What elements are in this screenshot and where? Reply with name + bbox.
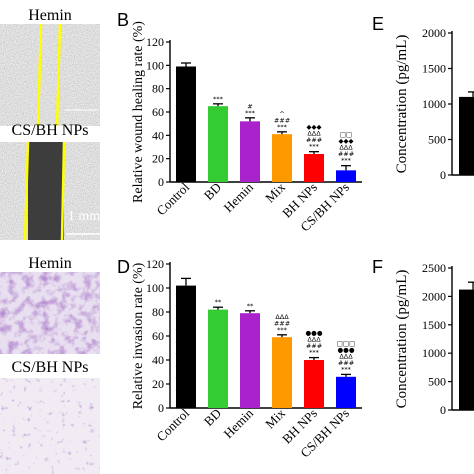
significance-mark: *** [309, 143, 320, 151]
bar [176, 66, 196, 182]
panel-letter-e: E [372, 14, 384, 34]
x-tick-label: BD [201, 406, 224, 429]
significance-mark: □□□ [337, 339, 355, 347]
y-tick-label: 80 [152, 305, 164, 319]
y-tick-label: 1500 [422, 318, 446, 332]
significance-mark: ** [247, 302, 254, 310]
wound-image-cs-bh-nps: 1 mm [0, 141, 100, 241]
significance-mark: ### [338, 359, 354, 367]
y-tick-label: 100 [146, 58, 164, 72]
bar [272, 134, 292, 182]
bar [240, 121, 260, 182]
panel-letter-f: F [372, 257, 383, 277]
y-tick-label: 20 [152, 377, 164, 391]
invasion-image-hemin [0, 272, 100, 354]
bar [459, 96, 474, 175]
bar [240, 313, 260, 408]
significance-mark: *** [309, 349, 320, 357]
y-tick-label: 60 [152, 105, 164, 119]
invasion-image-cs-bh-nps [0, 378, 100, 474]
wound-image-hemin [0, 23, 100, 127]
y-tick-label: 60 [152, 329, 164, 343]
significance-mark: ●●● [337, 346, 354, 354]
y-axis-label: Relative invasion rate (%) [131, 262, 146, 409]
y-tick-label: 40 [152, 128, 164, 142]
significance-mark: ### [306, 136, 322, 144]
significance-mark: ### [274, 319, 290, 327]
y-axis-label: Concentration (pg/mL) [394, 35, 410, 174]
significance-mark: *** [213, 95, 224, 103]
significance-mark: ** [215, 298, 222, 306]
panel-c-bottom-label: CS/BH NPs [12, 359, 89, 376]
y-tick-label: 500 [428, 375, 446, 389]
bar [459, 289, 474, 410]
y-tick-label: 2500 [422, 261, 446, 275]
significance-mark: ### [274, 116, 290, 124]
x-tick-label: Mix [262, 405, 288, 431]
bar [336, 170, 356, 182]
y-tick-label: 40 [152, 353, 164, 367]
y-tick-label: 1500 [422, 62, 446, 76]
panel-a-bottom-label: CS/BH NPs [12, 122, 89, 139]
bar [336, 376, 356, 408]
x-tick-label: Mix [262, 179, 288, 205]
panel-a-top-label: Hemin [28, 7, 72, 24]
significance-mark: *** [341, 157, 352, 165]
y-tick-label: 0 [440, 403, 446, 417]
y-tick-label: 2000 [422, 289, 446, 303]
significance-mark: # [247, 102, 252, 110]
bar [208, 106, 228, 182]
y-tick-label: 500 [428, 133, 446, 147]
panel-letter-d: D [117, 257, 130, 277]
panel-c: Hemin CS/BH NPs [0, 255, 100, 474]
significance-mark: ### [306, 342, 322, 350]
significance-mark: ◆◆◆ [339, 137, 354, 145]
y-tick-label: 2000 [422, 26, 446, 40]
significance-mark: ●●● [305, 329, 322, 337]
significance-mark: *** [341, 365, 352, 373]
significance-mark: ΔΔΔ [307, 336, 321, 344]
significance-mark: *** [245, 109, 256, 117]
significance-mark: ^ [279, 110, 284, 118]
significance-mark: ΔΔΔ [339, 144, 353, 152]
y-tick-label: 120 [146, 257, 164, 271]
y-tick-label: 0 [440, 168, 446, 182]
significance-mark: ### [338, 150, 354, 158]
bar [208, 309, 228, 408]
y-tick-label: 20 [152, 152, 164, 166]
panel-letter-b: B [117, 10, 129, 30]
y-tick-label: 0 [158, 401, 164, 415]
significance-mark: ΔΔΔ [307, 130, 321, 138]
bar [272, 337, 292, 408]
significance-mark: □□ [340, 131, 352, 139]
bar [176, 285, 196, 408]
y-tick-label: 100 [146, 281, 164, 295]
scale-bar-label: 1 mm [68, 209, 100, 224]
panel-c-top-label: Hemin [28, 255, 72, 272]
y-tick-label: 1000 [422, 97, 446, 111]
significance-mark: *** [277, 326, 288, 334]
chart-f-concentration: 0 500 1000 1500 2000 2500 Concentration (pg/mL… [394, 261, 474, 417]
bar [304, 360, 324, 408]
x-tick-label: BD [201, 180, 224, 203]
significance-mark: ◆◆◆ [307, 123, 322, 131]
x-tick-label: Hemin [220, 405, 256, 441]
y-axis-label: Concentration (pg/mL) [394, 270, 410, 409]
bar [304, 154, 324, 182]
y-tick-label: 1000 [422, 346, 446, 360]
x-tick-label: Hemin [220, 179, 256, 215]
y-axis-label: Relative wound healing rate (%) [131, 21, 146, 203]
y-tick-label: 0 [158, 175, 164, 189]
panel-a: Hemin CS/BH NPs 1 mm [0, 7, 100, 241]
significance-mark: ΔΔΔ [275, 313, 289, 321]
significance-mark: ΔΔΔ [339, 352, 353, 360]
chart-e-concentration: 0 500 1000 1500 2000 Concentration (pg/mL) [394, 26, 474, 182]
significance-mark: *** [277, 123, 288, 131]
y-tick-label: 120 [146, 35, 164, 49]
y-tick-label: 80 [152, 82, 164, 96]
